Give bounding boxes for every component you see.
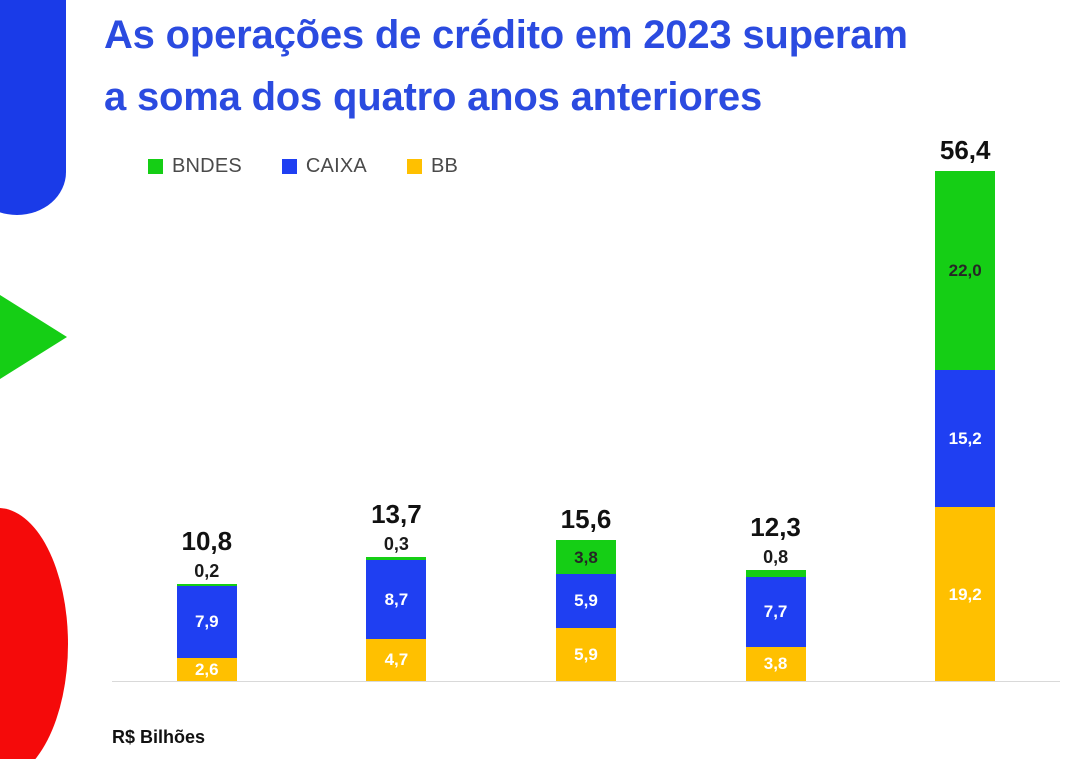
legend-item-caixa[interactable]: CAIXA bbox=[281, 155, 367, 178]
bar-stack[interactable]: 3,8 5,9 5,9 15,6 bbox=[555, 506, 616, 681]
square-swatch-icon bbox=[148, 159, 163, 174]
legend-item-bb[interactable]: BB bbox=[406, 155, 459, 178]
bar-segment-bndes[interactable]: 0,8 bbox=[745, 548, 806, 578]
bar-segment-bb[interactable]: 3,8 bbox=[745, 646, 806, 681]
bar-segment-caixa[interactable]: 15,2 bbox=[935, 369, 996, 508]
bar-segment-value-label: 3,8 bbox=[763, 654, 788, 674]
bar-segment-value-label: 0,8 bbox=[763, 546, 789, 567]
chart-legend: BNDES CAIXA BB bbox=[148, 155, 458, 178]
bar-total-label: 10,8 bbox=[181, 526, 233, 557]
bar-total-label: 12,3 bbox=[750, 511, 801, 542]
chart-bars-area: 0,2 7,9 2,6 10,8 0,3 8,7 4,7 13,7 3,8 5,9 5,9 15,6 0… bbox=[112, 130, 1060, 681]
bar-segment-bb[interactable]: 4,7 bbox=[366, 638, 427, 681]
bar-stack[interactable]: 0,8 7,7 3,8 12,3 bbox=[745, 514, 806, 681]
bar-segment-caixa[interactable]: 7,7 bbox=[745, 577, 806, 647]
page-title-line-2: a soma dos quatro anos anteriores bbox=[104, 75, 763, 119]
square-swatch-icon bbox=[406, 159, 422, 174]
square-swatch-icon bbox=[281, 159, 297, 174]
bar-total-label: 15,6 bbox=[560, 503, 612, 534]
bar-segment-value-label: 15,2 bbox=[948, 429, 982, 449]
bar-total-label: 56,4 bbox=[939, 135, 991, 166]
bar-group-2020: 0,3 8,7 4,7 13,7 bbox=[302, 130, 492, 681]
legend-item-label: BB bbox=[430, 155, 459, 177]
bar-stack[interactable]: 22,0 15,2 19,2 56,4 bbox=[935, 137, 996, 681]
page-title: As operações de crédito em 2023 superam … bbox=[104, 4, 1064, 128]
legend-item-label: CAIXA bbox=[305, 155, 367, 177]
bar-segment-value-label: 7,7 bbox=[763, 602, 788, 622]
bar-segment-bb[interactable]: 19,2 bbox=[935, 507, 996, 681]
bar-stack[interactable]: 0,2 7,9 2,6 10,8 bbox=[176, 528, 237, 681]
bar-segment-caixa[interactable]: 8,7 bbox=[366, 559, 427, 639]
blue-rounded-shape bbox=[0, 0, 66, 215]
chart-unit-note: R$ Bilhões bbox=[112, 727, 206, 747]
bar-segment-bb[interactable]: 5,9 bbox=[555, 627, 616, 681]
bar-segment-value-label: 2,6 bbox=[194, 659, 219, 679]
bar-stack[interactable]: 0,3 8,7 4,7 13,7 bbox=[366, 501, 427, 681]
bar-segment-bndes[interactable]: 22,0 bbox=[935, 171, 996, 370]
legend-item-bndes[interactable]: BNDES bbox=[148, 155, 242, 178]
bar-segment-value-label: 3,8 bbox=[574, 547, 598, 567]
bar-segment-caixa[interactable]: 7,9 bbox=[176, 586, 237, 658]
bar-segment-value-label: 8,7 bbox=[384, 589, 409, 609]
bar-segment-value-label: 0,3 bbox=[383, 534, 409, 555]
red-circle-shape bbox=[0, 508, 68, 759]
bar-segment-value-label: 7,9 bbox=[194, 612, 219, 632]
stacked-bar-chart: 0,2 7,9 2,6 10,8 0,3 8,7 4,7 13,7 3,8 5,9 5,9 15,6 0… bbox=[112, 130, 1060, 682]
bar-segment-value-label: 19,2 bbox=[948, 584, 982, 604]
bar-group-2021: 3,8 5,9 5,9 15,6 bbox=[491, 130, 681, 681]
page-title-line-1: As operações de crédito em 2023 superam bbox=[104, 13, 908, 57]
bar-segment-value-label: 5,9 bbox=[574, 644, 598, 664]
bar-total-label: 13,7 bbox=[371, 499, 422, 530]
bar-segment-bndes[interactable]: 3,8 bbox=[555, 539, 616, 575]
bar-group-2023: 22,0 15,2 19,2 56,4 bbox=[870, 130, 1060, 681]
bar-segment-bb[interactable]: 2,6 bbox=[176, 657, 237, 681]
bar-segment-value-label: 22,0 bbox=[948, 260, 982, 280]
bar-segment-bndes[interactable]: 0,2 bbox=[176, 562, 237, 587]
bar-segment-bndes[interactable]: 0,3 bbox=[366, 535, 427, 560]
bar-segment-value-label: 0,2 bbox=[194, 561, 220, 582]
bar-group-2019: 0,2 7,9 2,6 10,8 bbox=[112, 130, 302, 681]
legend-item-label: BNDES bbox=[172, 155, 242, 177]
bar-segment-caixa[interactable]: 5,9 bbox=[555, 574, 616, 628]
bar-segment-value-label: 4,7 bbox=[384, 650, 409, 670]
x-axis-line bbox=[112, 681, 1060, 682]
bar-group-2022: 0,8 7,7 3,8 12,3 bbox=[681, 130, 871, 681]
green-triangle-shape bbox=[0, 295, 67, 379]
bar-segment-value-label: 5,9 bbox=[574, 591, 598, 611]
